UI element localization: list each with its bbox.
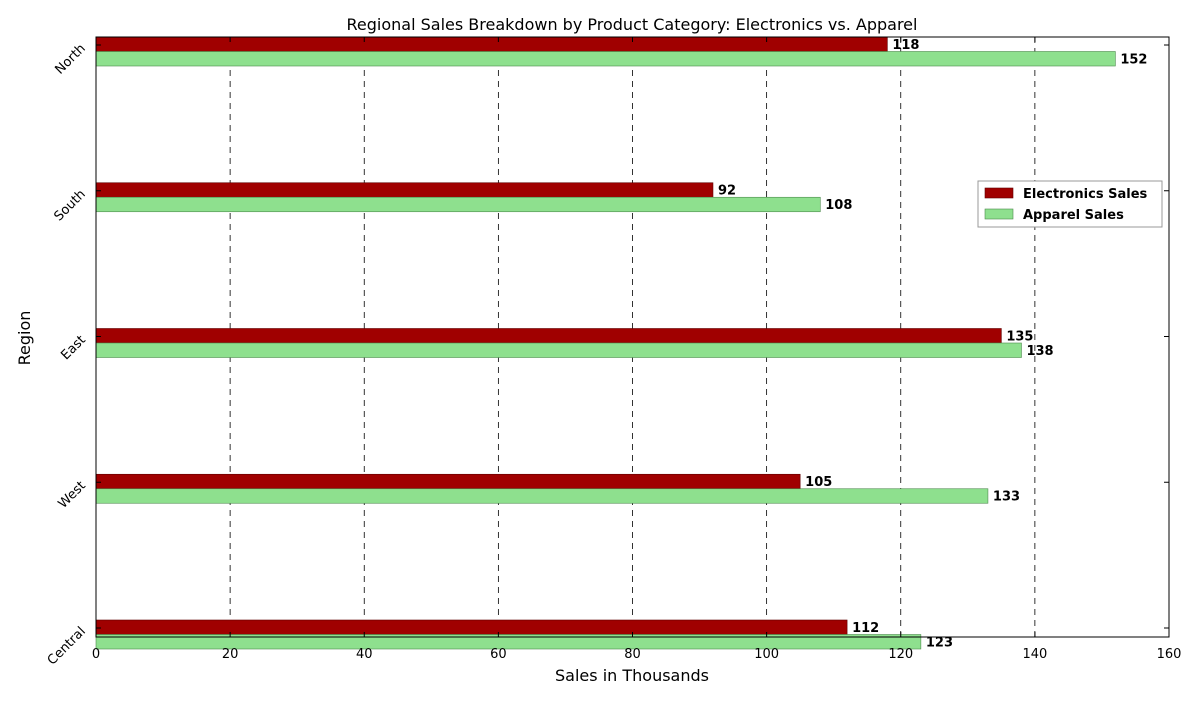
bar-east-apparel [95,342,1022,358]
value-label: 135 [1006,329,1033,344]
y-tick-label: West [56,478,89,511]
bar-north-apparel [95,51,1116,67]
value-label: 138 [1026,344,1053,359]
value-label: 133 [993,490,1020,505]
legend-swatch-apparel [984,208,1014,220]
bar-south-electronics [95,182,714,198]
plot-frame [95,36,1170,638]
y-tick-label: Central [45,624,89,668]
x-tick-label: 140 [1022,647,1047,662]
x-tick-label: 60 [490,647,507,662]
bar-north-electronics [95,36,888,52]
bar-central-electronics [95,619,848,635]
value-label: 108 [825,198,852,213]
bar-east-electronics [95,328,1002,344]
bar-central-apparel [95,634,922,650]
value-label: 152 [1120,52,1147,67]
y-tick-label: South [52,187,89,224]
x-tick-label: 40 [356,647,373,662]
legend-swatch-electronics [984,187,1014,199]
value-label: 92 [718,184,736,199]
legend-label: Electronics Sales [1023,187,1148,202]
chart-title: Regional Sales Breakdown by Product Cate… [347,15,918,34]
x-tick-label: 80 [624,647,641,662]
x-axis-label: Sales in Thousands [555,666,709,685]
value-label: 123 [926,635,953,650]
y-tick-label: East [58,333,88,363]
x-tick-label: 100 [754,647,779,662]
value-label: 105 [805,475,832,490]
x-tick-label: 120 [888,647,913,662]
bar-west-apparel [95,488,989,504]
y-tick-label: North [53,41,89,77]
bar-west-electronics [95,473,801,490]
bar-south-apparel [95,196,821,213]
legend: Electronics Sales Apparel Sales [977,180,1163,228]
x-tick-label: 20 [222,647,239,662]
x-tick-label: 0 [92,647,100,662]
legend-label: Apparel Sales [1023,208,1124,223]
value-label: 112 [852,621,879,636]
y-axis-label: Region [15,311,34,366]
value-label: 118 [892,38,919,53]
x-tick-label: 160 [1157,647,1182,662]
